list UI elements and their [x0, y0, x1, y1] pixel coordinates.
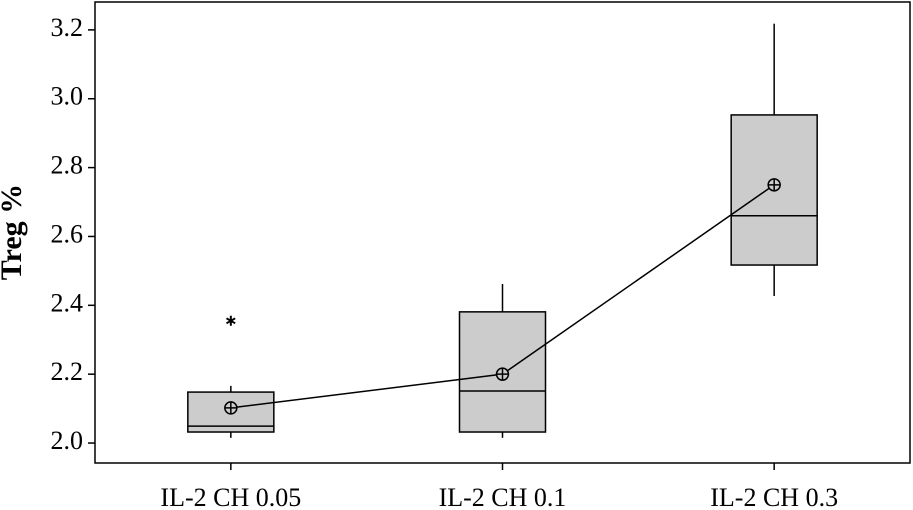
y-axis-label: Treg % — [0, 184, 28, 280]
mean-marker — [495, 367, 510, 381]
y-tick-label: 2.6 — [51, 219, 84, 248]
x-tick-label: IL-2 CH 0.05 — [160, 483, 301, 510]
y-tick-label: 3.2 — [51, 13, 84, 42]
y-tick-label: 2.4 — [51, 288, 84, 317]
y-tick-label: 3.0 — [51, 82, 84, 111]
x-tick-label: IL-2 CH 0.3 — [710, 483, 838, 510]
outlier — [225, 315, 236, 326]
y-tick-label: 2.0 — [51, 426, 84, 455]
mean-marker — [224, 401, 238, 415]
mean-marker — [767, 178, 781, 192]
x-tick-label: IL-2 CH 0.1 — [439, 483, 567, 510]
y-tick-label: 2.8 — [51, 151, 84, 180]
y-tick-label: 2.2 — [51, 357, 84, 386]
